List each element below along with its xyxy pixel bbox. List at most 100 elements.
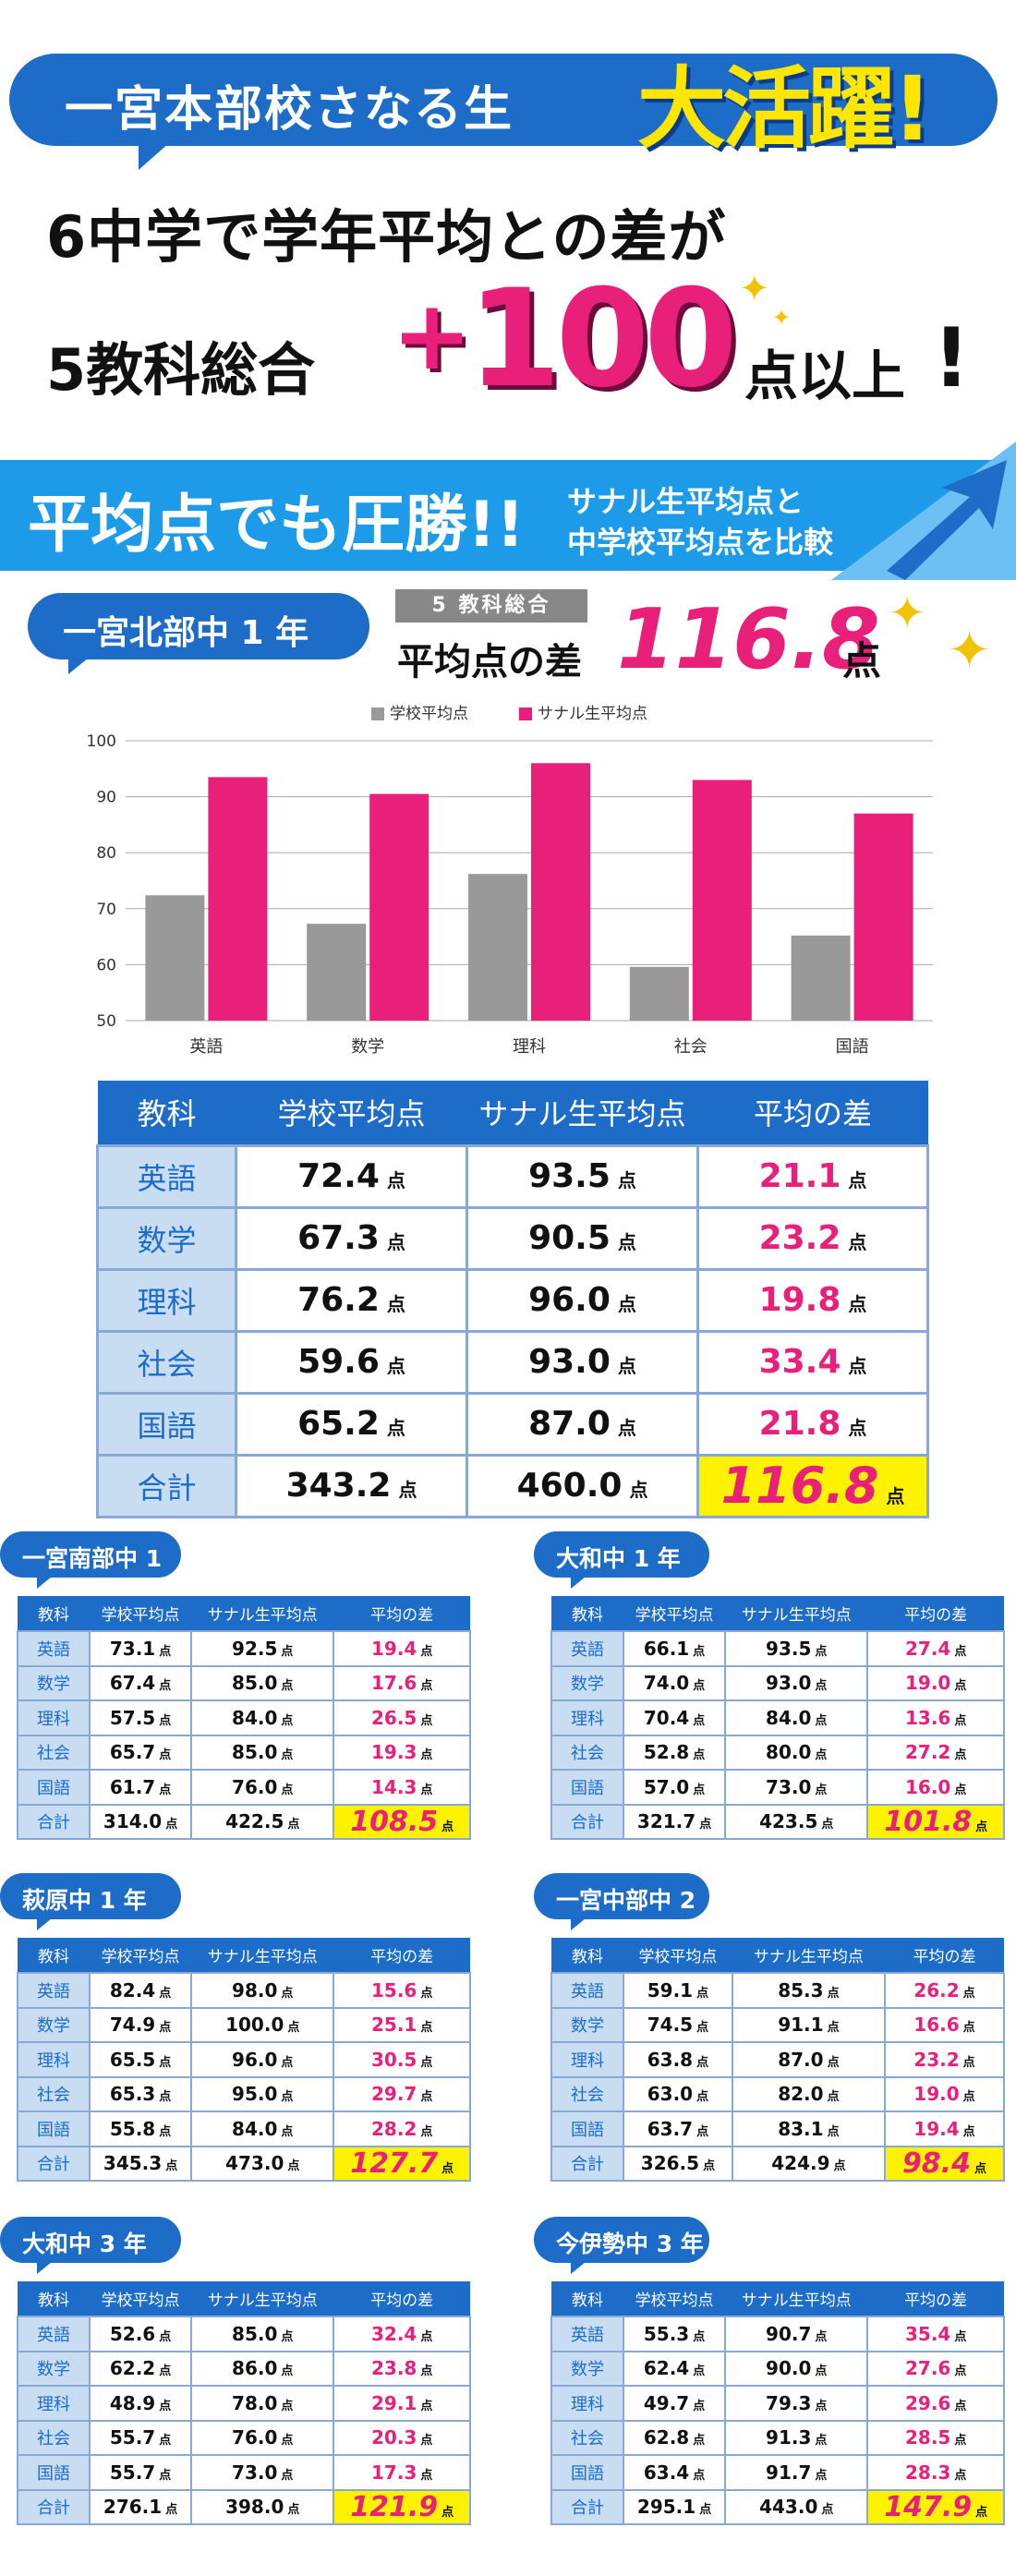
table-row: 英語 66.1 点 93.5 点 27.4 点 — [550, 1630, 1005, 1667]
legend-label: サナル生平均点 — [538, 705, 647, 723]
main-score-table: 教科 学校平均点 サナル生平均点 平均の差 英語 72.4 点 93.5 点 21.1 点数… — [96, 1081, 929, 1518]
diff-cell: 28.2 点 — [333, 2110, 471, 2147]
school-avg-cell: 63.0 点 — [623, 2075, 733, 2112]
table-row: 英語 82.4 点 98.0 点 15.6 点 — [17, 1972, 471, 2009]
school-avg-cell: 59.1 点 — [623, 1972, 733, 2009]
subject-cell: 国語 — [96, 1391, 237, 1457]
school-name: 一宮中部中 2 年 — [534, 1873, 709, 1947]
subject-cell: 合計 — [550, 2488, 624, 2525]
sanaru-avg-cell: 91.7 点 — [724, 2454, 869, 2491]
diff-cell: 20.3 点 — [333, 2419, 471, 2456]
table-row: 英語 59.1 点 85.3 点 26.2 点 — [550, 1972, 1006, 2009]
school-name: 今伊勢中 3 年 — [534, 2217, 709, 2274]
school-score-table: 教科 学校平均点 サナル生平均点 平均の差 英語 82.4 点 98.0 点 15.6 点数学 74.… — [17, 1938, 471, 2182]
sanaru-avg-cell: 95.0 点 — [190, 2075, 335, 2112]
school-score-table: 教科 学校平均点 サナル生平均点 平均の差 英語 55.3 点 90.7 点 35.4 点数学 62.… — [550, 2281, 1005, 2525]
subject-cell: 数学 — [550, 2006, 624, 2043]
sanaru-avg-cell: 85.3 点 — [731, 1972, 886, 2009]
school-avg-cell: 72.4 点 — [235, 1143, 468, 1209]
table-row: 理科 70.4 点 84.0 点 13.6 点 — [550, 1699, 1005, 1736]
diff-cell: 17.6 点 — [333, 1664, 471, 1701]
subject-cell: 合計 — [17, 1803, 91, 1840]
legend-label: 学校平均点 — [390, 705, 468, 723]
school-avg-cell: 63.8 点 — [623, 2041, 733, 2078]
diff-cell: 121.9 点 — [333, 2488, 471, 2525]
diff-cell: 147.9 点 — [866, 2488, 1005, 2525]
subject-cell: 社会 — [550, 2419, 624, 2456]
sanaru-avg-cell: 96.0 点 — [466, 1267, 699, 1333]
sanaru-avg-cell: 90.5 点 — [466, 1205, 699, 1271]
school-avg-cell: 314.0 点 — [88, 1803, 193, 1840]
school-avg-cell: 62.4 点 — [622, 2350, 727, 2387]
table-row: 社会 63.0 点 82.0 点 19.0 点 — [550, 2075, 1006, 2112]
y-tick-label: 60 — [96, 956, 116, 974]
table-row: 数学 74.9 点 100.0 点 25.1 点 — [17, 2006, 471, 2043]
diff-cell: 28.5 点 — [866, 2419, 1005, 2456]
subject-cell: 数学 — [96, 1205, 237, 1271]
lead-tail: 点以上 — [744, 345, 906, 407]
subject-cell: 合計 — [550, 2145, 624, 2182]
bar — [531, 763, 590, 1021]
header-sanaru-avg: サナル生平均点 — [732, 1938, 885, 1973]
school-avg-cell: 82.4 点 — [88, 1972, 193, 2009]
subject-cell: 英語 — [550, 1630, 624, 1667]
arrow-icon — [831, 441, 1016, 580]
subject-cell: 社会 — [17, 1734, 91, 1771]
diff-cell: 116.8 点 — [696, 1453, 929, 1518]
diff-cell: 19.8 点 — [696, 1267, 929, 1333]
school-name: 大和中 1 年 — [534, 1531, 709, 1589]
diff-cell: 19.4 点 — [883, 2110, 1006, 2147]
lead-exclamation: ! — [933, 310, 971, 405]
school-avg-cell: 62.8 点 — [622, 2419, 727, 2456]
table-header-row: 教科 学校平均点 サナル生平均点 平均の差 — [18, 1938, 470, 1973]
y-tick-label: 100 — [87, 732, 116, 751]
sanaru-avg-cell: 90.7 点 — [724, 2316, 869, 2352]
diff-cell: 32.4 点 — [333, 2316, 471, 2352]
table-header-row: 教科 学校平均点 サナル生平均点 平均の差 — [97, 1081, 928, 1145]
sanaru-avg-cell: 76.0 点 — [190, 2419, 335, 2456]
school-avg-cell: 345.3 点 — [88, 2145, 193, 2182]
header-school-avg: 学校平均点 — [623, 1938, 732, 1973]
diff-cell: 19.0 点 — [866, 1664, 1005, 1701]
sanaru-avg-cell: 87.0 点 — [731, 2041, 886, 2078]
sparkle-icon: ✦ — [772, 305, 792, 331]
sanaru-avg-cell: 86.0 点 — [190, 2350, 335, 2387]
y-tick-label: 70 — [96, 901, 116, 919]
school-avg-cell: 65.7 点 — [88, 1734, 193, 1771]
school-score-table: 教科 学校平均点 サナル生平均点 平均の差 英語 59.1 点 85.3 点 26.2 点数学 74.… — [550, 1938, 1006, 2182]
header-diff: 平均の差 — [884, 1938, 1004, 1973]
diff-cell: 30.5 点 — [333, 2041, 471, 2078]
sanaru-avg-cell: 73.0 点 — [724, 1769, 869, 1806]
lead-plus: + — [392, 279, 473, 392]
table-header-row: 教科 学校平均点 サナル生平均点 平均の差 — [551, 1938, 1004, 1973]
school-avg-cell: 65.2 点 — [235, 1391, 468, 1457]
sanaru-avg-cell: 85.0 点 — [190, 1734, 335, 1771]
school-avg-cell: 52.8 点 — [622, 1734, 727, 1771]
header-sanaru-avg: サナル生平均点 — [191, 1938, 334, 1973]
header-school-avg: 学校平均点 — [236, 1081, 467, 1145]
header-school-avg: 学校平均点 — [623, 2281, 726, 2316]
x-tick-label: 国語 — [836, 1037, 869, 1057]
diff-cell: 16.0 点 — [866, 1769, 1005, 1806]
subject-cell: 社会 — [550, 1734, 624, 1771]
table-row: 国語 65.2 点 87.0 点 21.8 点 — [96, 1391, 929, 1457]
band-title: 平均点でも圧勝!! — [28, 489, 526, 562]
school-avg-cell: 55.7 点 — [88, 2454, 193, 2491]
table-row: 合計 295.1 点 443.0 点 147.9 点 — [550, 2488, 1005, 2525]
table-row: 理科 48.9 点 78.0 点 29.1 点 — [17, 2385, 471, 2422]
legend-swatch — [371, 707, 384, 720]
table-row: 理科 76.2 点 96.0 点 19.8 点 — [96, 1267, 929, 1333]
diff-cell: 29.6 点 — [866, 2385, 1005, 2422]
lead-line-1: 6中学で学年平均との差が — [46, 203, 727, 271]
school-avg-cell: 65.3 点 — [88, 2075, 193, 2112]
table-row: 国語 57.0 点 73.0 点 16.0 点 — [550, 1769, 1005, 1806]
table-header-row: 教科 学校平均点 サナル生平均点 平均の差 — [18, 2281, 470, 2316]
score-bar-chart: 学校平均点 サナル生平均点 50 60 70 80 90 100 英語 数学 理科 社会 国語 — [87, 705, 933, 1057]
table-header-row: 教科 学校平均点 サナル生平均点 平均の差 — [551, 1596, 1004, 1631]
diff-cell: 29.1 点 — [333, 2385, 471, 2422]
subject-cell: 社会 — [17, 2075, 91, 2112]
header-subject: 教科 — [18, 1596, 90, 1631]
diff-cell: 19.0 点 — [883, 2075, 1006, 2112]
table-row: 英語 55.3 点 90.7 点 35.4 点 — [550, 2316, 1005, 2352]
school-avg-cell: 321.7 点 — [622, 1803, 727, 1840]
